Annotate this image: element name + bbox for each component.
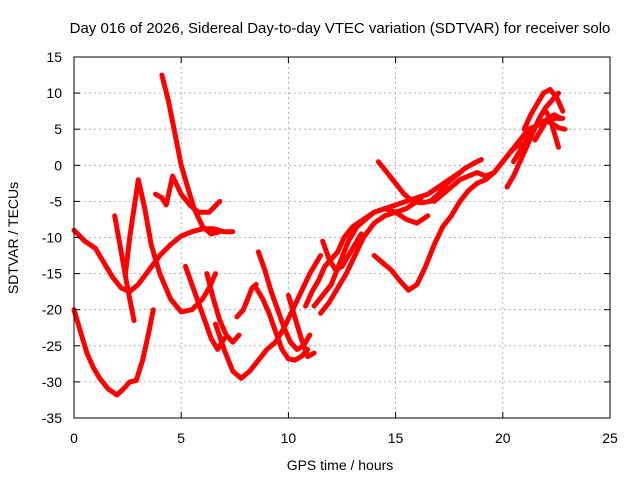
y-tick-label: -5 xyxy=(50,193,63,209)
y-tick-label: -20 xyxy=(42,302,62,318)
y-tick-label: -15 xyxy=(42,266,62,282)
y-tick-label: -10 xyxy=(42,230,62,246)
chart-title: Day 016 of 2026, Sidereal Day-to-day VTE… xyxy=(70,20,611,37)
series-line-7 xyxy=(183,263,227,352)
series-line-12 xyxy=(255,249,313,352)
series-line-4 xyxy=(123,177,218,315)
x-tick-label: 10 xyxy=(281,430,297,446)
data-series xyxy=(71,72,568,398)
x-tick-label: 20 xyxy=(495,430,511,446)
series-line-6 xyxy=(159,72,223,237)
y-tick-label: -35 xyxy=(42,410,62,426)
series-line-10 xyxy=(213,253,324,381)
y-axis-label: SDTVAR / TECUs xyxy=(5,182,21,294)
x-tick-label: 0 xyxy=(70,430,78,446)
series-line-13 xyxy=(285,292,317,360)
series-line-2 xyxy=(71,307,156,398)
x-tick-label: 15 xyxy=(388,430,404,446)
x-axis-label: GPS time / hours xyxy=(287,457,394,473)
y-tick-label: -25 xyxy=(42,338,62,354)
series-line-11 xyxy=(253,285,311,363)
series-line-8 xyxy=(204,271,242,345)
y-tick-label: 0 xyxy=(54,157,62,173)
series-line-27 xyxy=(543,108,561,150)
y-tick-label: 15 xyxy=(46,49,62,65)
series-line-5 xyxy=(153,173,223,215)
series-line-25 xyxy=(521,87,566,132)
axis-ticks: 0 5 10 15 20 25 -35 -30 -25 -20 -15 -10 -5 0 5 10 15 xyxy=(42,49,618,446)
series-line-15 xyxy=(311,206,431,309)
series-line-17 xyxy=(320,231,364,273)
y-tick-label: 10 xyxy=(46,85,62,101)
y-tick-label: 5 xyxy=(54,121,62,137)
y-tick-label: -30 xyxy=(42,374,62,390)
series-line-18 xyxy=(375,159,424,204)
series-line-16 xyxy=(318,198,420,316)
series-line-9 xyxy=(234,281,259,320)
series-line-19 xyxy=(371,180,480,293)
series-line-20 xyxy=(410,157,484,206)
x-tick-label: 5 xyxy=(177,430,185,446)
series-line-24 xyxy=(511,118,568,165)
x-tick-label: 25 xyxy=(602,430,618,446)
